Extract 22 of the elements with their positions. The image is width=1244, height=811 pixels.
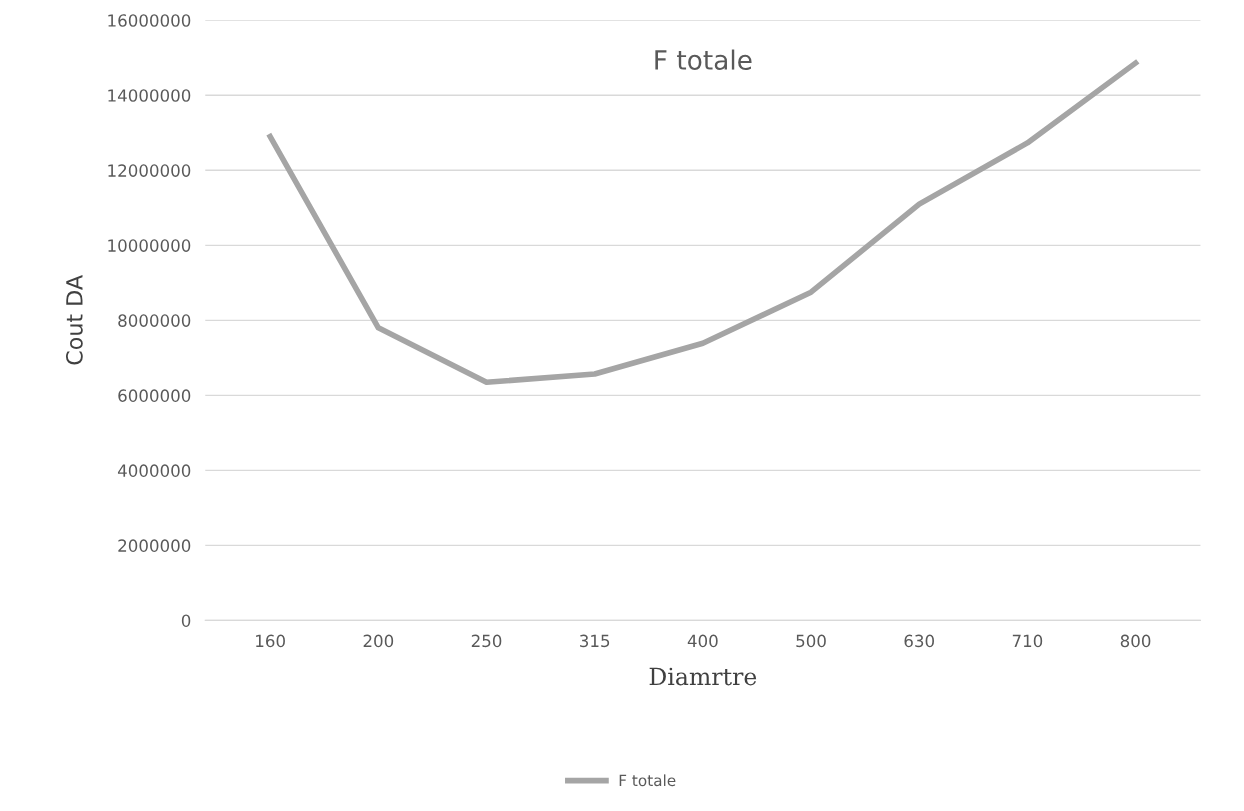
legend-label: F totale <box>619 774 676 787</box>
y-tick-label: 10000000 <box>108 239 191 252</box>
y-tick-label: 14000000 <box>108 89 191 102</box>
x-tick-label: 160 <box>256 634 285 648</box>
y-axis-title: Cout DA <box>65 275 83 365</box>
y-tick-label: 8000000 <box>118 314 191 327</box>
x-tick-label: 250 <box>471 634 502 648</box>
x-tick-label: 630 <box>904 634 935 648</box>
y-tick-label: 0 <box>181 614 191 627</box>
y-tick-label: 16000000 <box>108 14 191 27</box>
x-tick-label: 800 <box>1120 634 1151 648</box>
x-axis-title: Diamrtre <box>649 667 757 686</box>
y-tick-label: 4000000 <box>117 464 191 477</box>
y-tick-label: 12000000 <box>108 164 191 177</box>
x-tick-label: 710 <box>1012 634 1043 648</box>
x-tick-label: 315 <box>580 634 610 648</box>
y-tick-label: 6000000 <box>118 389 191 402</box>
x-tick-label: 200 <box>363 634 394 648</box>
x-tick-label: 400 <box>687 634 718 648</box>
text: F totale <box>655 49 752 70</box>
y-tick-label: 2000000 <box>118 539 191 552</box>
x-tick-label: 500 <box>796 634 826 648</box>
